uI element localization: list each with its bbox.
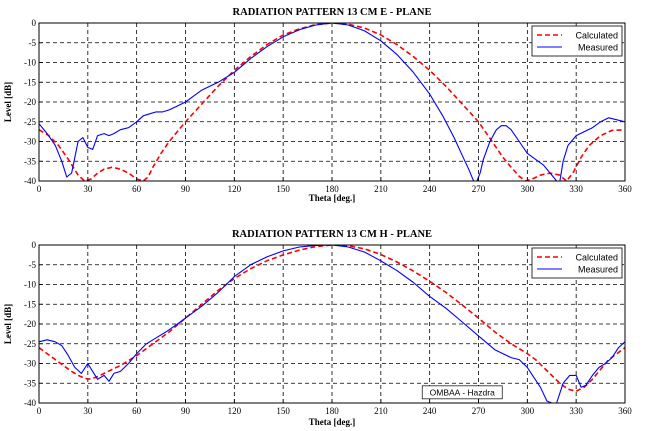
c1-chart-title: RADIATION PATTERN 13 CM H - PLANE bbox=[232, 229, 432, 240]
c1-x-tick-label: 180 bbox=[325, 406, 339, 416]
c0-y-tick-label: -15 bbox=[24, 77, 36, 87]
c1-x-tick-label: 270 bbox=[472, 406, 486, 416]
c1-x-axis-label: Theta [deg.] bbox=[309, 417, 356, 427]
c0-x-tick-label: 360 bbox=[618, 184, 632, 194]
c1-y-tick-label: -20 bbox=[24, 319, 36, 329]
c1-y-tick-label: -15 bbox=[24, 299, 36, 309]
c0-y-tick-label: 0 bbox=[32, 18, 37, 28]
c0-x-tick-label: 210 bbox=[374, 184, 388, 194]
chart-e-plane: 0 30 60 90 120 150 180 210 240 270 300 330 360 0 -5 -10… bbox=[3, 7, 632, 203]
c1-legend: Calculated Measured bbox=[531, 247, 623, 279]
c0-chart-title: RADIATION PATTERN 13 CM E - PLANE bbox=[233, 7, 432, 18]
c1-x-tick-label: 210 bbox=[374, 406, 388, 416]
c1-annotation-box bbox=[421, 385, 503, 400]
c1-y-tick-label: -35 bbox=[24, 378, 36, 388]
c1-y-tick-label: 0 bbox=[32, 240, 37, 250]
c0-x-tick-label: 150 bbox=[276, 184, 290, 194]
c0-y-tick-label: -20 bbox=[24, 97, 36, 107]
c0-legend: Calculated Measured bbox=[531, 25, 623, 57]
c0-x-tick-label: 330 bbox=[569, 184, 583, 194]
c1-x-tick-label: 300 bbox=[521, 406, 535, 416]
c1-series-calculated-line bbox=[39, 245, 625, 392]
c0-y-tick-label: -30 bbox=[24, 137, 36, 147]
c0-legend-label-calculated: Calculated bbox=[575, 31, 618, 41]
c0-x-tick-label: 300 bbox=[521, 184, 535, 194]
c0-y-tick-label: -25 bbox=[24, 117, 36, 127]
c0-legend-box bbox=[531, 25, 623, 57]
c1-x-tick-label: 150 bbox=[276, 406, 290, 416]
c1-series-measured-line bbox=[39, 245, 625, 403]
c0-x-tick-label: 180 bbox=[325, 184, 339, 194]
c0-x-axis-label: Theta [deg.] bbox=[309, 193, 356, 203]
c0-x-tick-label: 240 bbox=[423, 184, 437, 194]
c0-y-tick-label: -5 bbox=[29, 38, 37, 48]
c0-x-tick-label: 270 bbox=[472, 184, 486, 194]
c0-y-tick-label: -40 bbox=[24, 176, 36, 186]
c0-x-tick-label: 90 bbox=[181, 184, 191, 194]
c1-y-tick-label: -25 bbox=[24, 339, 36, 349]
c0-y-axis-label: Level [dB] bbox=[3, 82, 13, 122]
c1-y-tick-label: -30 bbox=[24, 359, 36, 369]
c1-y-tick-label: -40 bbox=[24, 398, 36, 408]
c1-x-tick-label: 30 bbox=[83, 406, 93, 416]
c0-x-tick-label: 30 bbox=[83, 184, 93, 194]
c0-y-tick-label: -10 bbox=[24, 58, 36, 68]
c0-series-calculated-line bbox=[39, 23, 625, 181]
c0-x-tick-label: 60 bbox=[132, 184, 142, 194]
c1-annotation-text: OMBAA - Hazdra bbox=[430, 387, 495, 397]
c1-x-tick-label: 60 bbox=[132, 406, 142, 416]
c1-legend-label-measured: Measured bbox=[578, 265, 618, 275]
c1-x-tick-label: 330 bbox=[569, 406, 583, 416]
c1-y-tick-label: -5 bbox=[29, 260, 37, 270]
c0-legend-label-measured: Measured bbox=[578, 43, 618, 53]
c1-y-tick-label: -10 bbox=[24, 280, 36, 290]
c1-x-tick-label: 90 bbox=[181, 406, 191, 416]
c1-x-tick-label: 0 bbox=[37, 406, 42, 416]
chart-h-plane: 0 30 60 90 120 150 180 210 240 270 300 330 360 0 -5 -10… bbox=[3, 229, 632, 427]
c1-y-axis-label: Level [dB] bbox=[3, 304, 13, 344]
c0-x-tick-label: 120 bbox=[228, 184, 242, 194]
c1-x-tick-label: 240 bbox=[423, 406, 437, 416]
c1-legend-box bbox=[531, 247, 623, 279]
c1-x-tick-label: 360 bbox=[618, 406, 632, 416]
c0-x-tick-label: 0 bbox=[37, 184, 42, 194]
c1-legend-label-calculated: Calculated bbox=[575, 253, 618, 263]
c1-x-tick-label: 120 bbox=[228, 406, 242, 416]
c0-series-measured-line bbox=[39, 23, 625, 181]
c0-y-tick-label: -35 bbox=[24, 156, 36, 166]
